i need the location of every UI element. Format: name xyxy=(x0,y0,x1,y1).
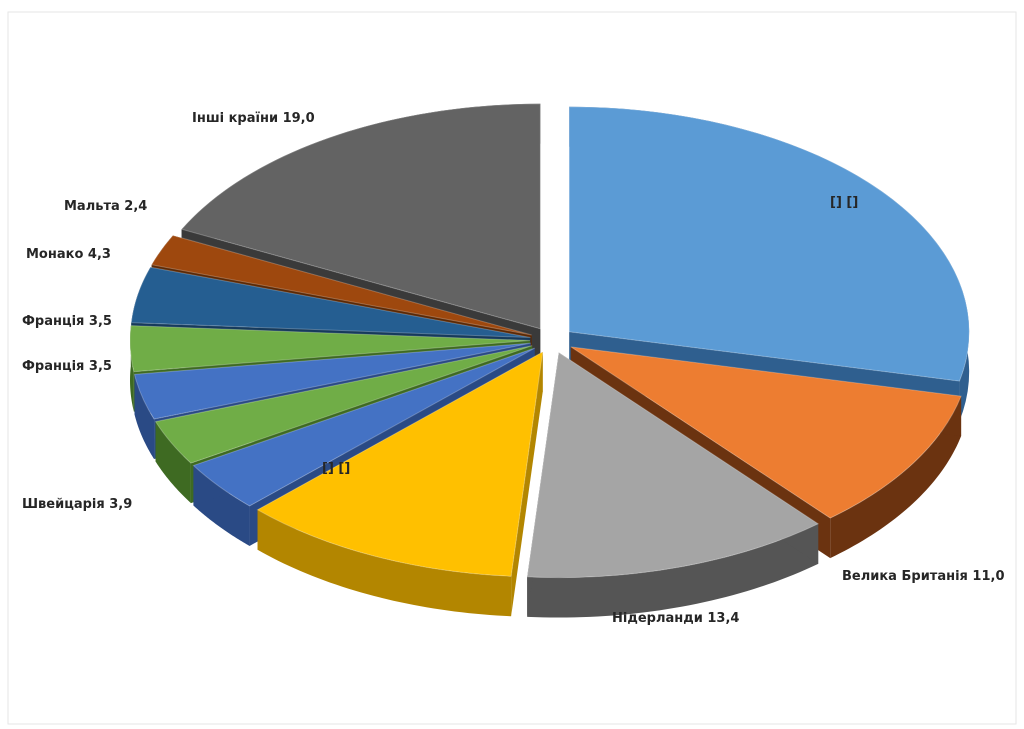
pie-slice xyxy=(154,345,533,464)
pie-slice xyxy=(526,351,820,579)
slice-label: Нідерланди 13,4 xyxy=(612,611,739,626)
slice-label: Монако 4,3 xyxy=(26,247,111,262)
slice-label: Мальта 2,4 xyxy=(64,199,147,214)
slice-side xyxy=(257,509,512,617)
slice-label: [] [] xyxy=(322,461,350,476)
slice-side xyxy=(527,523,819,618)
slice-label: Швейцарія 3,9 xyxy=(22,497,132,512)
pie-slice xyxy=(568,106,970,382)
slice-label: Франція 3,5 xyxy=(22,359,112,374)
pie-slice xyxy=(150,234,532,336)
pie-slice xyxy=(180,103,541,330)
slice-label: Франція 3,5 xyxy=(22,314,112,329)
pie-slice xyxy=(133,342,531,420)
slice-side xyxy=(130,325,134,412)
slice-label: [] [] xyxy=(830,195,858,210)
slice-label: Велика Британія 11,0 xyxy=(842,569,1005,584)
slice-side xyxy=(830,396,962,559)
pie-slice xyxy=(130,266,531,338)
slice-wall xyxy=(511,351,543,617)
pie-tops xyxy=(129,103,970,579)
pie-slice xyxy=(129,325,531,373)
pie-slice xyxy=(570,346,962,519)
slice-label: Інші країни 19,0 xyxy=(192,111,315,126)
pie-slice xyxy=(256,351,544,577)
pie-slice xyxy=(192,347,535,507)
